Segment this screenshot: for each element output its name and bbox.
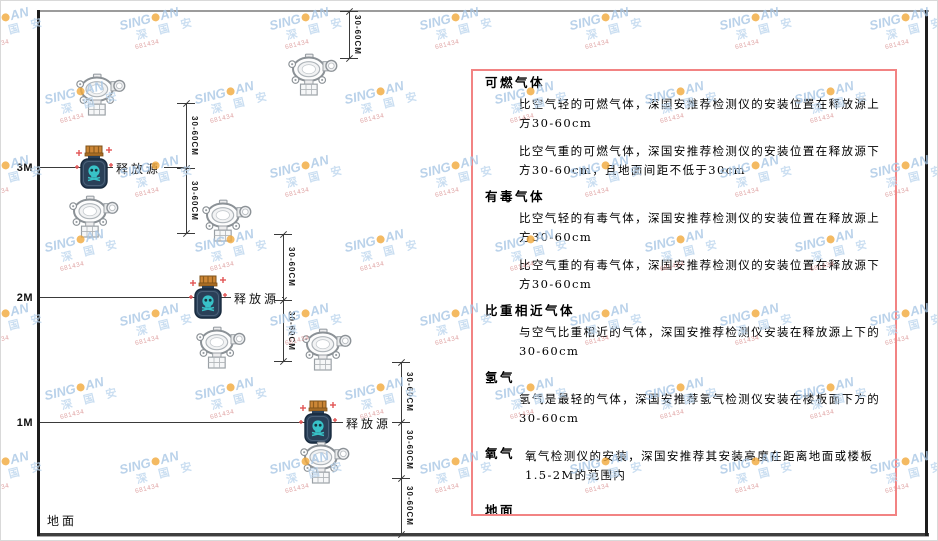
- section-heading: 比重相近气体: [485, 303, 576, 318]
- release-source-label: 释放源: [113, 160, 165, 177]
- release-source-icon: [188, 275, 228, 326]
- dimension-line: [283, 234, 284, 361]
- dimension-label: 30-60CM: [190, 115, 199, 156]
- guideline-section: 地面检测仪地面间距，深国安推荐在30-60cm，且不得小于30cm，因为过低容易…: [485, 503, 883, 516]
- section-paragraph: 与空气比重相近的气体，深国安推荐检测仪安装在释放源上下的30-60cm: [519, 325, 881, 358]
- release-source-label: 释放源: [231, 290, 283, 307]
- dimension-label: 30-60CM: [405, 486, 414, 526]
- dimension-label: 30-60CM: [287, 310, 296, 351]
- level-line-2m: [40, 297, 283, 298]
- section-paragraph: 氧气检测仪的安装，深国安推荐其安装高度在距离地面或楼板1.5-2M的范围内: [525, 449, 874, 482]
- level-line-1m: [40, 422, 401, 423]
- dimension-label: 30-60CM: [405, 430, 414, 470]
- left-wall-line: [37, 10, 40, 536]
- gas-detector-icon: [69, 195, 119, 244]
- section-heading: 氧气: [485, 446, 516, 461]
- dimension-label: 30-60CM: [190, 180, 199, 221]
- dimension-line: [349, 11, 350, 58]
- section-heading: 氢气: [485, 370, 516, 385]
- guideline-section: 有毒气体比空气轻的有毒气体，深国安推荐检测仪的安装位置在释放源上方30-60cm…: [485, 189, 883, 294]
- guideline-section: 氢气 氢气是最轻的气体，深国安推荐氢气检测仪安装在楼板面下方的30-60cm: [485, 370, 883, 428]
- ground-line: [37, 533, 929, 537]
- ceiling-line: [37, 10, 929, 12]
- release-source-icon: [298, 400, 338, 451]
- gas-detector-icon: [76, 73, 126, 122]
- dimension-label: 30-60CM: [353, 14, 362, 55]
- gas-detector-icon: [196, 326, 246, 375]
- section-paragraph: 比空气轻的有毒气体，深国安推荐检测仪的安装位置在释放源上方30-60cm: [519, 211, 881, 244]
- height-label-3m: 3M: [16, 162, 33, 174]
- gas-detector-icon: [302, 328, 352, 377]
- release-source-label: 释放源: [343, 415, 395, 432]
- dimension-label: 30-60CM: [287, 247, 296, 287]
- section-heading: 有毒气体: [485, 189, 546, 204]
- guideline-section: 氧气 氧气检测仪的安装，深国安推荐其安装高度在距离地面或楼板1.5-2M的范围内: [485, 437, 883, 494]
- section-heading: 可燃气体: [485, 75, 546, 90]
- section-paragraph: 氢气是最轻的气体，深国安推荐氢气检测仪安装在楼板面下方的30-60cm: [519, 392, 881, 425]
- section-paragraph: 比空气轻的可燃气体，深国安推荐检测仪的安装位置在释放源上方30-60cm: [519, 97, 881, 130]
- gas-detector-icon: [202, 199, 252, 248]
- release-source-icon: [74, 145, 114, 196]
- guideline-panel: 可燃气体比空气轻的可燃气体，深国安推荐检测仪的安装位置在释放源上方30-60cm…: [471, 69, 897, 516]
- height-label-1m: 1M: [16, 417, 33, 429]
- right-wall-line: [925, 10, 928, 536]
- gas-detector-icon: [288, 53, 338, 102]
- dimension-line: [401, 362, 402, 534]
- guideline-section: 可燃气体比空气轻的可燃气体，深国安推荐检测仪的安装位置在释放源上方30-60cm…: [485, 75, 883, 180]
- dimension-label: 30-60CM: [405, 372, 414, 412]
- height-label-2m: 2M: [16, 292, 33, 304]
- section-paragraph: 比空气重的有毒气体，深国安推荐检测仪的安装位置在释放源下方30-60cm: [519, 258, 881, 291]
- ground-label: 地面: [47, 514, 78, 528]
- section-paragraph: 比空气重的可燃气体，深国安推荐检测仪的安装位置在释放源下方30-60cm，且地面…: [519, 144, 881, 177]
- section-heading: 地面: [485, 503, 516, 516]
- gas-detector-icon: [300, 441, 350, 490]
- guideline-section: 比重相近气体与空气比重相近的气体，深国安推荐检测仪安装在释放源上下的30-60c…: [485, 303, 883, 361]
